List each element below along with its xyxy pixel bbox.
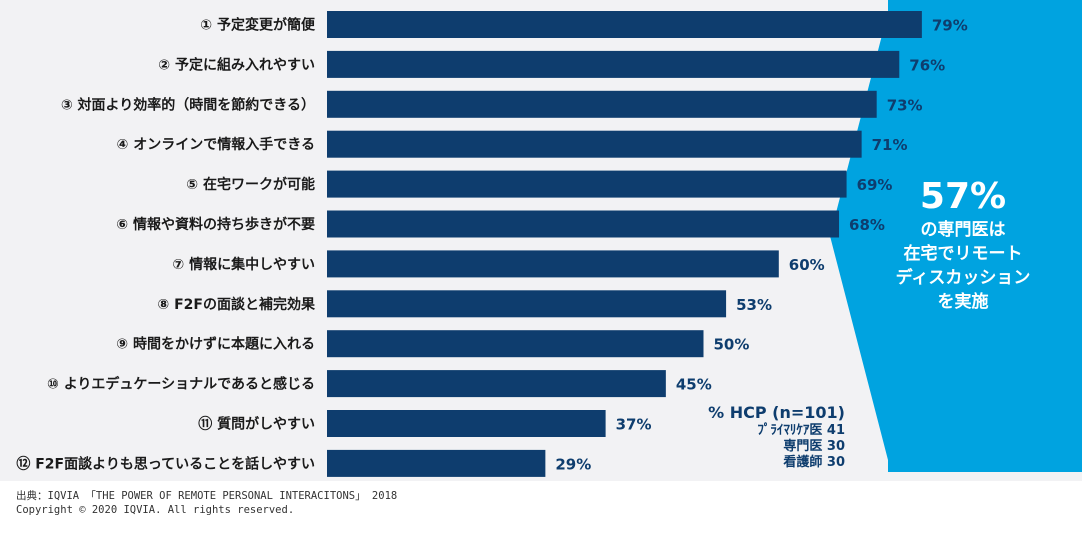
category-label: ⑦ 情報に集中しやすい [172,256,315,273]
value-label: 68% [849,216,885,234]
bar [327,449,546,477]
category-label: ⑫ F2F面談よりも思っていることを話しやすい [16,455,315,472]
category-label: ⑩ よりエデュケーショナルであると感じる [47,376,315,393]
bar [327,250,779,278]
sample-line-nurse: 看護師 30 [783,455,845,470]
value-label: 73% [887,96,923,114]
category-label: ⑨ 時間をかけずに本題に入れる [116,336,315,353]
bar [327,50,900,78]
value-label: 29% [555,455,591,473]
bar [327,210,840,238]
bar-chart: ① 予定変更が簡便 79% ② 予定に組み入れやすい 76% ③ 対面より効率的（時間を… [16,0,1082,477]
sample-title: % HCP (n=101) [708,403,845,422]
category-label: ④ オンラインで情報入手できる [117,136,315,153]
footer-source: 出典：IQVIA 「THE POWER OF REMOTE PERSONAL I… [16,490,398,502]
sample-line-specialist: 専門医 30 [783,439,845,454]
bar [327,90,877,118]
callout-text-block: 57% の専門医は 在宅でリモート ディスカッション を実施 [858,176,1068,314]
bar [327,330,704,358]
value-label: 45% [676,376,712,394]
bar [327,130,862,158]
value-label: 76% [909,56,945,74]
category-label: ③ 対面より効率的（時間を節約できる） [61,96,315,113]
category-label: ⑥ 情報や資料の持ち歩きが不要 [116,216,315,233]
value-label: 71% [872,136,908,154]
bar [327,11,922,38]
value-label: 53% [736,296,772,314]
sample-line-primary-care: ﾌﾟﾗｲﾏﾘｹｱ医 41 [757,423,845,438]
callout-percent: 57% [919,176,1007,217]
footer: 出典：IQVIA 「THE POWER OF REMOTE PERSONAL I… [16,489,397,517]
category-label: ⑤ 在宅ワークが可能 [186,176,315,193]
category-label: ⑪ 質問がしやすい [198,416,315,433]
callout-arrow-shape [830,0,1082,472]
bar [327,290,727,318]
category-label: ① 予定変更が簡便 [200,17,316,34]
bar [327,410,606,437]
value-label: 50% [714,336,750,354]
category-label: ② 予定に組み入れやすい [158,56,315,73]
footer-copyright: Copyright © 2020 IQVIA. All rights reser… [16,504,295,516]
callout-description: の専門医は 在宅でリモート ディスカッション を実施 [895,220,1031,312]
value-label: 37% [616,416,652,434]
sample-info: % HCP (n=101) ﾌﾟﾗｲﾏﾘｹｱ医 41 専門医 30 看護師 30 [660,403,845,471]
value-label: 69% [857,176,893,194]
value-label: 60% [789,256,825,274]
chart-panel: ① 予定変更が簡便 79% ② 予定に組み入れやすい 76% ③ 対面より効率的（時間を… [0,0,1082,481]
bar [327,370,666,398]
bar [327,170,847,198]
value-label: 79% [932,17,968,35]
category-label: ⑧ F2Fの面談と補完効果 [157,296,316,313]
